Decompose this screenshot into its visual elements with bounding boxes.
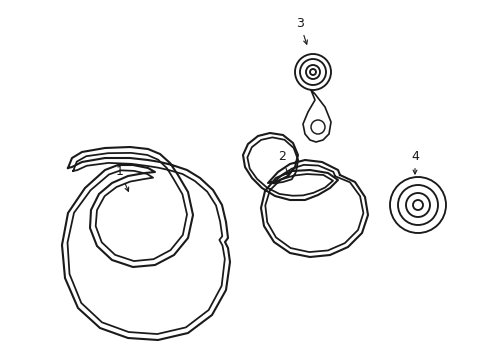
Text: 2: 2	[278, 150, 289, 176]
Text: 4: 4	[410, 150, 418, 174]
Text: 1: 1	[116, 165, 128, 191]
Text: 3: 3	[295, 17, 307, 44]
